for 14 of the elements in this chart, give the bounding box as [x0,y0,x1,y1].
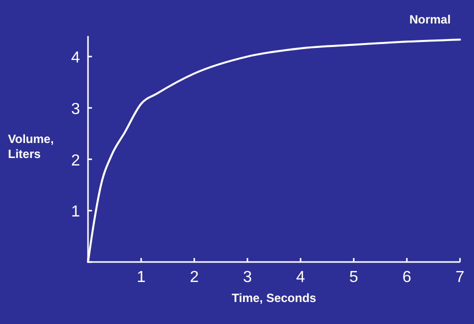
x-tick-label: 6 [402,269,412,286]
y-axis-title: Volume, Liters [8,132,54,161]
y-tick-label: 2 [71,152,80,170]
x-tick-label: 4 [296,269,306,286]
x-tick-label: 7 [456,269,465,286]
y-tick-label: 4 [71,50,80,67]
x-tick-label: 2 [190,269,199,286]
x-tick-label: 5 [349,269,358,286]
series-label: Normal [409,12,451,27]
y-tick-label: 3 [71,100,80,118]
x-axis-title: Time, Seconds [232,291,317,305]
x-tick-label: 3 [242,269,252,286]
y-tick-label: 1 [71,204,80,221]
x-tick-label: 1 [136,269,146,286]
